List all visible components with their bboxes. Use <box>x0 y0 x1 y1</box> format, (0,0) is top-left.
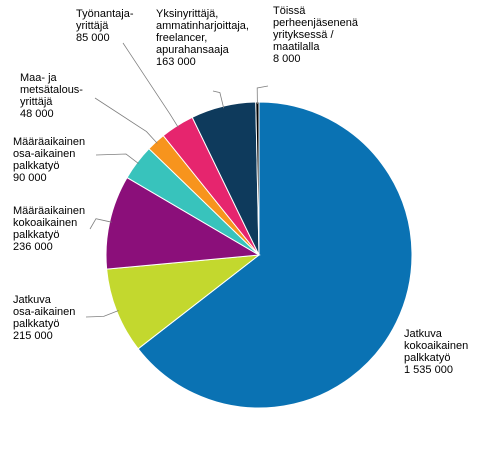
slice-label-line: Maa- ja <box>20 72 58 84</box>
slice-label: Määräaikainen kokoaikainen palkkatyö 236 00… <box>13 205 85 253</box>
slice-label-line: perheenjäsenenä <box>273 17 359 29</box>
slice-labels: Jatkuva kokoaikainen palkkatyö 1 535 000Jat… <box>13 5 468 376</box>
slice-label-line: 236 000 <box>13 241 53 253</box>
slice-label-line: 90 000 <box>13 172 47 184</box>
pie-slice <box>137 101 413 409</box>
slice-label-line: Työnantaja- <box>76 8 134 20</box>
leader-line <box>94 97 158 144</box>
leader-line <box>95 153 139 165</box>
pie-slices <box>105 101 413 409</box>
leader-line <box>85 310 119 318</box>
slice-label-line: palkkatyö <box>13 160 59 172</box>
slice-label-line: Yksinyrittäjä, <box>156 8 218 20</box>
slice-label-line: 1 535 000 <box>404 364 453 376</box>
slice-label: Työnantaja-yrittäjä 85 000 <box>76 8 134 44</box>
slice-label-line: yrittäjä <box>20 96 53 108</box>
leader-line <box>89 218 112 230</box>
slice-label-line: Jatkuva <box>404 328 443 340</box>
slice-label: Jatkuva kokoaikainen palkkatyö 1 535 000 <box>404 328 468 376</box>
leader-line <box>212 90 225 109</box>
slice-label-line: Jatkuva <box>13 294 52 306</box>
slice-label-line: osa-aikainen <box>13 148 75 160</box>
slice-label-line: Töissä <box>273 5 306 17</box>
slice-label-line: Määräaikainen <box>13 136 85 148</box>
slice-label-line: palkkatyö <box>13 318 59 330</box>
slice-label-line: kokoaikainen <box>13 217 77 229</box>
slice-label: Maa- ja metsätalous-yrittäjä 48 000 <box>20 72 83 120</box>
slice-label-line: kokoaikainen <box>404 340 468 352</box>
slice-label-line: 215 000 <box>13 330 53 342</box>
slice-label-line: 8 000 <box>273 53 301 65</box>
slice-label-line: maatilalla <box>273 41 320 53</box>
slice-label: Määräaikainen osa-aikainen palkkatyö 90 000 <box>13 136 85 184</box>
slice-label-line: osa-aikainen <box>13 306 75 318</box>
slice-label-line: 85 000 <box>76 32 110 44</box>
slice-label-line: 163 000 <box>156 56 196 68</box>
slice-label-line: yrityksessä / <box>273 29 334 41</box>
slice-label-line: apurahansaaja <box>156 44 230 56</box>
slice-label-line: yrittäjä <box>76 20 109 32</box>
slice-label-line: ammatinharjoittaja, <box>156 20 249 32</box>
slice-label-line: palkkatyö <box>404 352 450 364</box>
leader-line <box>256 85 269 105</box>
slice-label-line: metsätalous- <box>20 84 83 96</box>
slice-label: Yksinyrittäjä, ammatinharjoittaja, freelan… <box>156 8 249 68</box>
slice-label-line: freelancer, <box>156 32 207 44</box>
slice-label: Jatkuva osa-aikainen palkkatyö 215 000 <box>13 294 75 342</box>
slice-label-line: Määräaikainen <box>13 205 85 217</box>
slice-label-line: palkkatyö <box>13 229 59 241</box>
slice-label-line: 48 000 <box>20 108 54 120</box>
slice-label: Töissä perheenjäsenenä yrityksessä / maatil… <box>273 5 359 65</box>
leader-line <box>122 42 179 128</box>
